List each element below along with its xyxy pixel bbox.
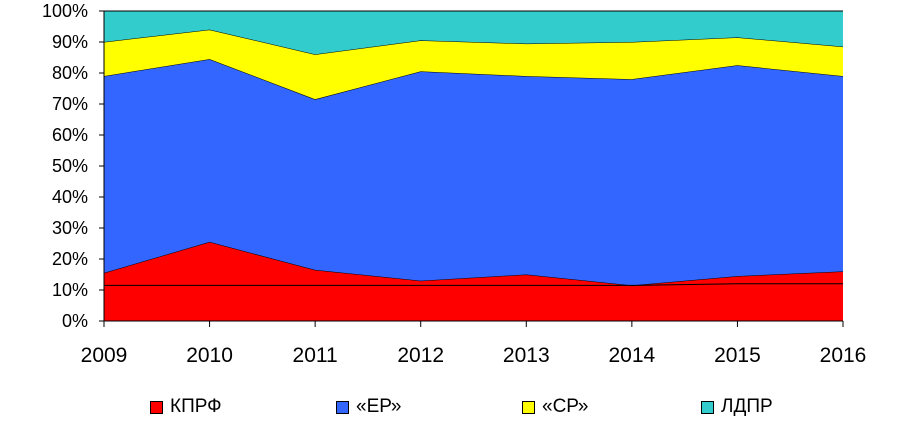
legend-item-kprf: КПРФ [150,396,222,418]
x-tick-label-2014: 2014 [608,344,655,367]
chart-legend: КПРФ «ЕР» «СР» ЛДПР [0,396,900,424]
x-tick-label-2009: 2009 [81,344,128,367]
y-tick-label-0: 0% [62,311,88,331]
x-tick-label-2011: 2011 [293,344,338,367]
x-tick-label-2013: 2013 [503,344,550,367]
y-tick-label-9: 90% [52,32,88,52]
area-series-3 [104,29,843,100]
y-tick-label-5: 50% [52,156,88,176]
legend-swatch-ldpr [701,400,714,414]
y-tick-label-4: 40% [52,187,88,207]
area-series-group [103,10,844,321]
reference-line [104,283,843,286]
x-tick-label-2015: 2015 [714,344,761,367]
x-tick-label-2012: 2012 [397,344,444,367]
y-tick-label-3: 30% [52,218,88,238]
area-series-4 [104,11,843,55]
y-tick-label-8: 80% [52,63,88,83]
area-series-1 [104,241,843,321]
area-series-2 [104,59,843,286]
legend-item-sr: «СР» [522,396,588,418]
y-tick-label-6: 60% [52,125,88,145]
legend-item-er: «ЕР» [336,396,401,418]
legend-label-kprf: КПРФ [170,396,222,417]
y-tick-label-1: 10% [52,280,88,300]
x-tick-label-2010: 2010 [186,344,233,367]
y-tick-label-7: 70% [52,94,88,114]
x-axis-tick-labels: 2009 2010 2011 2012 2013 2014 2015 2016 [81,344,867,367]
legend-swatch-kprf [150,400,163,414]
y-tick-label-2: 20% [52,249,88,269]
legend-label-er: «ЕР» [356,396,402,417]
legend-swatch-er [336,400,349,414]
x-tick-label-2016: 2016 [820,344,867,367]
legend-swatch-sr [522,400,535,414]
y-tick-label-10: 100% [42,1,88,21]
axes-group [99,10,844,327]
y-axis-tick-labels: 0% 10% 20% 30% 40% 50% 60% 70% 80% 90% 100% [42,1,88,331]
reference-line-group [104,283,843,286]
legend-label-sr: «СР» [542,396,589,417]
legend-label-ldpr: ЛДПР [721,396,773,417]
legend-item-ldpr: ЛДПР [701,396,773,418]
